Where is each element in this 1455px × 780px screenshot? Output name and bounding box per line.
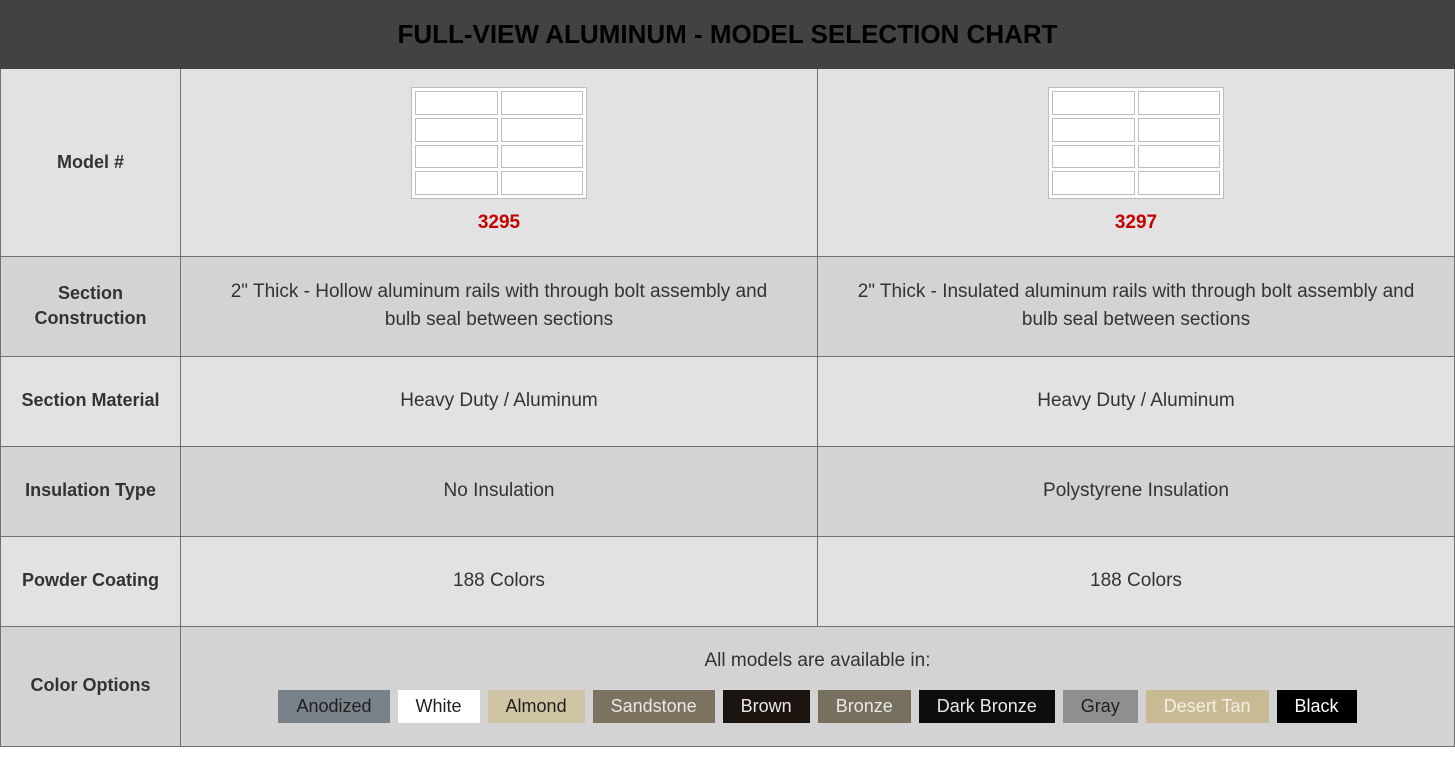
value-section-material-1: Heavy Duty / Aluminum [818,357,1454,446]
value-section-construction-0: 2" Thick - Hollow aluminum rails with th… [181,257,818,356]
label-section-construction: Section Construction [1,257,181,356]
value-insulation-type-0: No Insulation [181,447,818,536]
color-swatch: Sandstone [593,690,715,723]
row-model: Model # 3295 3297 [0,69,1455,257]
value-powder-coating-0: 188 Colors [181,537,818,626]
color-swatch: Dark Bronze [919,690,1055,723]
label-model: Model # [1,69,181,256]
value-section-construction-1: 2" Thick - Insulated aluminum rails with… [818,257,1454,356]
value-section-material-0: Heavy Duty / Aluminum [181,357,818,446]
color-swatch: Black [1277,690,1357,723]
color-swatch: Almond [488,690,585,723]
chart-title: FULL-VIEW ALUMINUM - MODEL SELECTION CHA… [0,0,1455,69]
door-thumbnail-icon [1048,87,1224,199]
value-powder-coating-1: 188 Colors [818,537,1454,626]
row-insulation-type: Insulation Type No Insulation Polystyren… [0,447,1455,537]
label-insulation-type: Insulation Type [1,447,181,536]
row-powder-coating: Powder Coating 188 Colors 188 Colors [0,537,1455,627]
color-swatch: White [398,690,480,723]
color-swatch: Brown [723,690,810,723]
model-number: 3297 [1115,209,1157,238]
swatch-row: AnodizedWhiteAlmondSandstoneBrownBronzeD… [278,690,1356,723]
model-number: 3295 [478,209,520,238]
model-cell-1: 3297 [818,69,1454,256]
color-swatch: Anodized [278,690,389,723]
color-options-intro: All models are available in: [704,650,930,672]
label-color-options: Color Options [1,627,181,746]
door-thumbnail-icon [411,87,587,199]
row-section-material: Section Material Heavy Duty / Aluminum H… [0,357,1455,447]
label-powder-coating: Powder Coating [1,537,181,626]
color-options-cell: All models are available in: Anodized Whi… [181,627,1454,746]
color-swatch: Bronze [818,690,911,723]
model-selection-chart: FULL-VIEW ALUMINUM - MODEL SELECTION CHA… [0,0,1455,747]
label-section-material: Section Material [1,357,181,446]
color-swatch: Gray [1063,690,1138,723]
color-swatch: Desert Tan [1146,690,1269,723]
row-section-construction: Section Construction 2" Thick - Hollow a… [0,257,1455,357]
model-cell-0: 3295 [181,69,818,256]
value-insulation-type-1: Polystyrene Insulation [818,447,1454,536]
row-color-options: Color Options All models are available i… [0,627,1455,747]
